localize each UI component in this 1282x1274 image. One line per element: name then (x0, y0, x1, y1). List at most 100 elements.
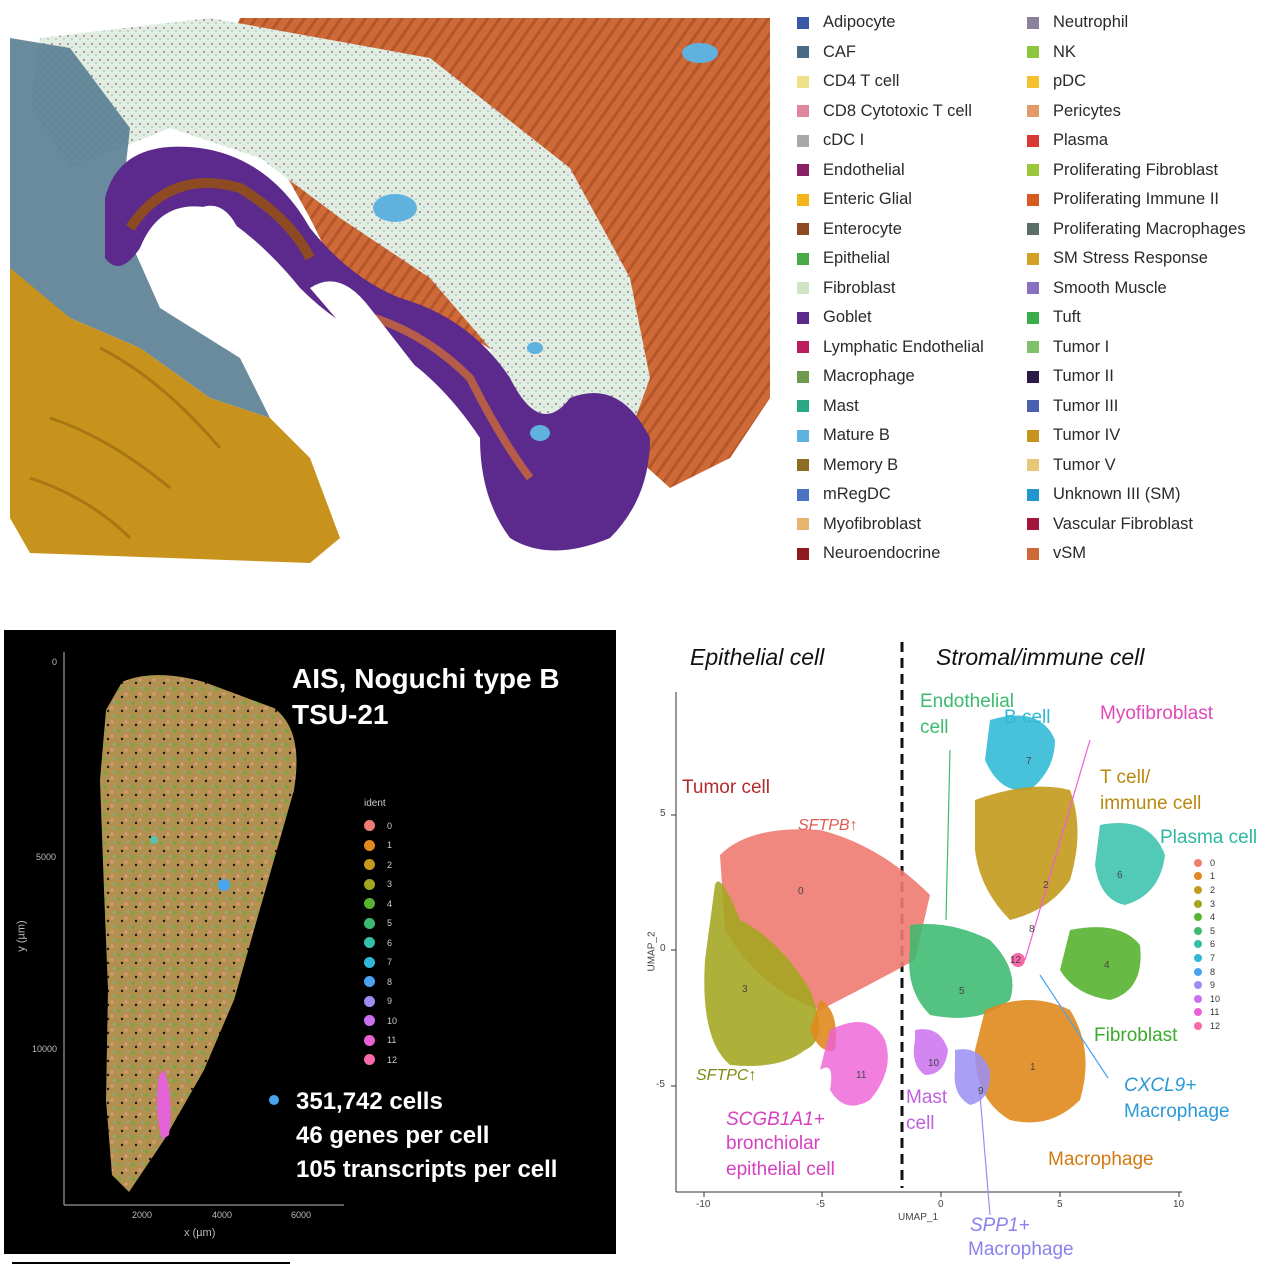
spatial-panel: AIS, Noguchi type B TSU-21 351,742 cells… (4, 630, 616, 1254)
legend-item: Unknown III (SM) (1022, 480, 1246, 510)
legend-swatch (797, 164, 809, 177)
ident-label: 10 (387, 1015, 398, 1026)
umap-x-tick: 5 (1057, 1199, 1063, 1210)
legend-column: Neutrophil NK pDC Pericytes Plasma Proliferat… (1022, 8, 1246, 569)
ident-dot (364, 878, 375, 890)
cluster-number: 1 (1030, 1062, 1036, 1073)
legend-swatch (797, 16, 809, 29)
ident-legend-item: 10 (364, 1011, 397, 1031)
label-spp1-macrophage: Macrophage (968, 1239, 1074, 1260)
legend-label: Mature B (823, 426, 890, 445)
x-tick: 4000 (212, 1210, 233, 1220)
ident-dot (1194, 1008, 1202, 1017)
legend-label: Epithelial (823, 249, 890, 268)
legend-label: Pericytes (1053, 101, 1121, 120)
legend-label: Macrophage (823, 367, 915, 386)
legend-label: SM Stress Response (1053, 249, 1208, 268)
legend-swatch (1027, 75, 1039, 88)
legend-label: Memory B (823, 455, 899, 474)
legend-item: Mature B (792, 421, 984, 451)
ident-label: 7 (387, 957, 393, 968)
legend-label: CD4 T cell (823, 72, 900, 91)
ident-label: 4 (387, 898, 393, 909)
ident-label: 3 (1210, 898, 1216, 909)
legend-swatch (1027, 341, 1039, 354)
legend-label: Unknown III (SM) (1053, 485, 1181, 504)
legend-item: Lymphatic Endothelial (792, 333, 984, 363)
label-mast: Mast (906, 1087, 948, 1108)
ident-dot (364, 976, 375, 988)
ident-legend-item: 9 (364, 992, 397, 1012)
legend-column: Adipocyte CAF CD4 T cell CD8 Cytotoxic T ce… (792, 8, 984, 569)
legend-item: NK (1022, 38, 1246, 68)
legend-label: Neuroendocrine (823, 544, 941, 563)
legend-swatch (797, 547, 809, 560)
ident-dot (364, 937, 375, 949)
legend-swatch (1027, 46, 1039, 59)
sample-title: AIS, Noguchi type B (292, 663, 560, 694)
ident-dot (364, 995, 375, 1007)
ident-legend-item: 7 (1194, 951, 1220, 965)
label-b-cell: B cell (1004, 707, 1051, 728)
ident-legend-item: 12 (1194, 1019, 1220, 1033)
header-epithelial: Epithelial cell (690, 644, 825, 670)
ident-legend-item: 3 (364, 875, 397, 895)
ident-label: 12 (387, 1054, 398, 1065)
umap-ident-legend: 0 1 2 3 4 5 6 7 8 9 10 11 12 (1194, 856, 1220, 1033)
label-t-cell: T cell/ (1100, 767, 1151, 788)
legend-swatch (1027, 134, 1039, 147)
ident-legend-item: 3 (1194, 897, 1220, 911)
legend-item: Neuroendocrine (792, 539, 984, 569)
umap-y-tick: -5 (656, 1079, 665, 1090)
ident-dot (364, 917, 375, 929)
ident-label: 12 (1210, 1020, 1221, 1031)
ident-label: 3 (387, 879, 393, 890)
umap-x-tick: 0 (938, 1199, 944, 1210)
legend-swatch (797, 134, 809, 147)
legend-label: Proliferating Macrophages (1053, 219, 1246, 238)
header-stromal-immune: Stromal/immune cell (936, 644, 1145, 670)
legend-item: Tumor III (1022, 392, 1246, 422)
ident-legend-item: 11 (364, 1031, 397, 1051)
legend-label: Proliferating Fibroblast (1053, 160, 1219, 179)
ident-legend-item: 6 (364, 933, 397, 953)
label-fibroblast: Fibroblast (1094, 1025, 1178, 1046)
ident-legend-item: 6 (1194, 938, 1220, 952)
legend-item: Myofibroblast (792, 510, 984, 540)
ident-label: 11 (387, 1035, 397, 1046)
umap-plot (671, 642, 1182, 1216)
ident-label: 7 (1210, 952, 1216, 963)
cluster-number: 8 (1029, 924, 1035, 935)
ident-dot (1194, 913, 1202, 922)
ident-legend-item: 4 (364, 894, 397, 914)
ident-dot (364, 859, 375, 871)
legend-label: Adipocyte (823, 13, 896, 32)
legend-label: vSM (1053, 544, 1086, 563)
legend-swatch (797, 400, 809, 413)
ident-legend-item: 11 (1194, 1006, 1220, 1020)
ident-legend-item: 5 (364, 914, 397, 934)
legend-item: mRegDC (792, 480, 984, 510)
label-plasma-cell: Plasma cell (1160, 827, 1258, 848)
legend-label: Neutrophil (1053, 13, 1129, 32)
legend-swatch (797, 252, 809, 265)
legend-swatch (1027, 429, 1039, 442)
y-tick: 10000 (32, 1044, 58, 1054)
ident-legend-item: 5 (1194, 924, 1220, 938)
umap-x-tick: -5 (816, 1199, 825, 1210)
legend-item: Pericytes (1022, 97, 1246, 127)
legend-swatch (1027, 311, 1039, 324)
legend-label: Myofibroblast (823, 514, 922, 533)
sample-id: TSU-21 (292, 699, 389, 730)
x-axis-label: x (µm) (184, 1227, 216, 1239)
legend-item: Tumor II (1022, 362, 1246, 392)
cluster-number: 11 (856, 1070, 867, 1081)
cluster-number: 6 (1117, 870, 1123, 881)
spatial-tissue-plot (63, 652, 344, 1206)
ident-dot (364, 956, 375, 968)
legend-item: Adipocyte (792, 8, 984, 38)
stat-genes: 46 genes per cell (296, 1122, 490, 1149)
umap-x-label: UMAP_1 (898, 1212, 939, 1223)
legend-label: Fibroblast (823, 278, 896, 297)
legend-swatch (797, 459, 809, 472)
